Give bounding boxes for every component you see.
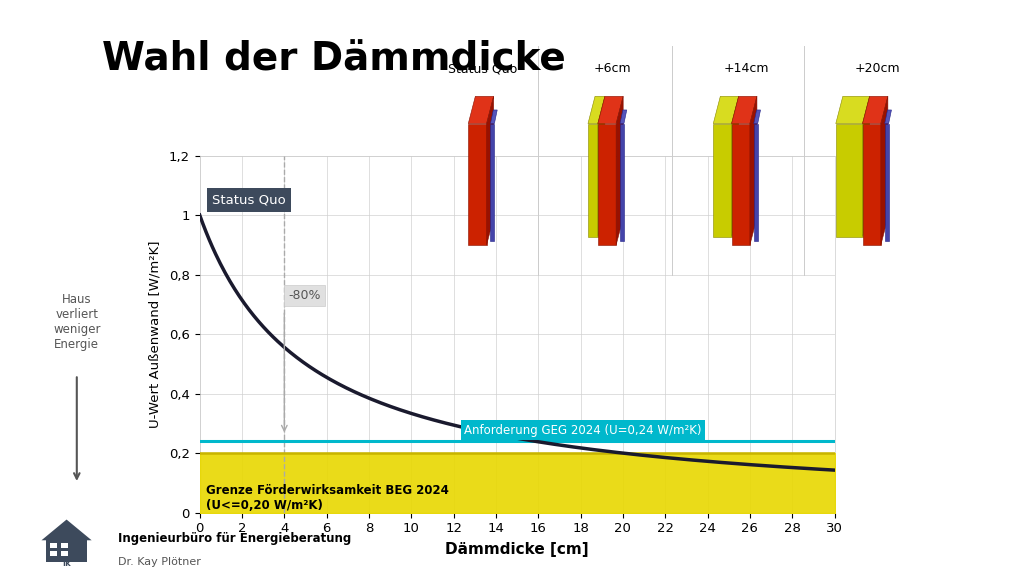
Text: lk: lk [62,559,71,568]
Text: (U<=0,20 W/m²K): (U<=0,20 W/m²K) [206,499,323,511]
Polygon shape [862,96,888,124]
Polygon shape [885,110,892,124]
Polygon shape [46,540,87,562]
Text: Status Quo: Status Quo [449,62,518,75]
Bar [60,543,68,548]
Bar [50,543,57,548]
Polygon shape [468,124,486,245]
Polygon shape [490,110,498,124]
Polygon shape [731,96,738,237]
Polygon shape [490,124,495,241]
Polygon shape [598,96,605,237]
Polygon shape [714,96,738,124]
Polygon shape [616,96,624,245]
Bar [50,551,57,556]
Polygon shape [620,110,627,124]
Polygon shape [714,124,731,237]
Polygon shape [836,96,869,124]
Polygon shape [588,96,605,124]
Polygon shape [598,96,624,124]
Polygon shape [41,520,92,540]
Text: +6cm: +6cm [594,62,632,75]
Polygon shape [620,124,624,241]
Text: Haus
verliert
weniger
Energie: Haus verliert weniger Energie [53,293,100,351]
Text: -80%: -80% [289,289,322,302]
Bar [60,551,68,556]
Text: Anforderung GEG 2024 (U=0,24 W/m²K): Anforderung GEG 2024 (U=0,24 W/m²K) [464,424,701,437]
Polygon shape [862,96,869,237]
Polygon shape [885,124,889,241]
Polygon shape [731,96,757,124]
Text: Grenze Förderwirksamkeit BEG 2024: Grenze Förderwirksamkeit BEG 2024 [206,484,449,497]
X-axis label: Dämmdicke [cm]: Dämmdicke [cm] [445,543,589,558]
Polygon shape [862,124,881,245]
Polygon shape [754,124,758,241]
Polygon shape [754,110,761,124]
Text: Ingenieurbüro für Energieberatung: Ingenieurbüro für Energieberatung [118,532,351,545]
Polygon shape [731,124,750,245]
Text: Dr. Kay Plötner: Dr. Kay Plötner [118,556,201,567]
Polygon shape [750,96,757,245]
Text: +20cm: +20cm [854,62,900,75]
Text: Status Quo: Status Quo [212,194,286,207]
Polygon shape [598,124,616,245]
Text: Wahl der Dämmdicke: Wahl der Dämmdicke [102,40,566,78]
Polygon shape [836,124,862,237]
Polygon shape [468,96,494,124]
Text: +14cm: +14cm [724,62,769,75]
Polygon shape [588,124,598,237]
Polygon shape [486,96,494,245]
Y-axis label: U-Wert Außenwand [W/m²K]: U-Wert Außenwand [W/m²K] [148,240,162,428]
Polygon shape [881,96,888,245]
